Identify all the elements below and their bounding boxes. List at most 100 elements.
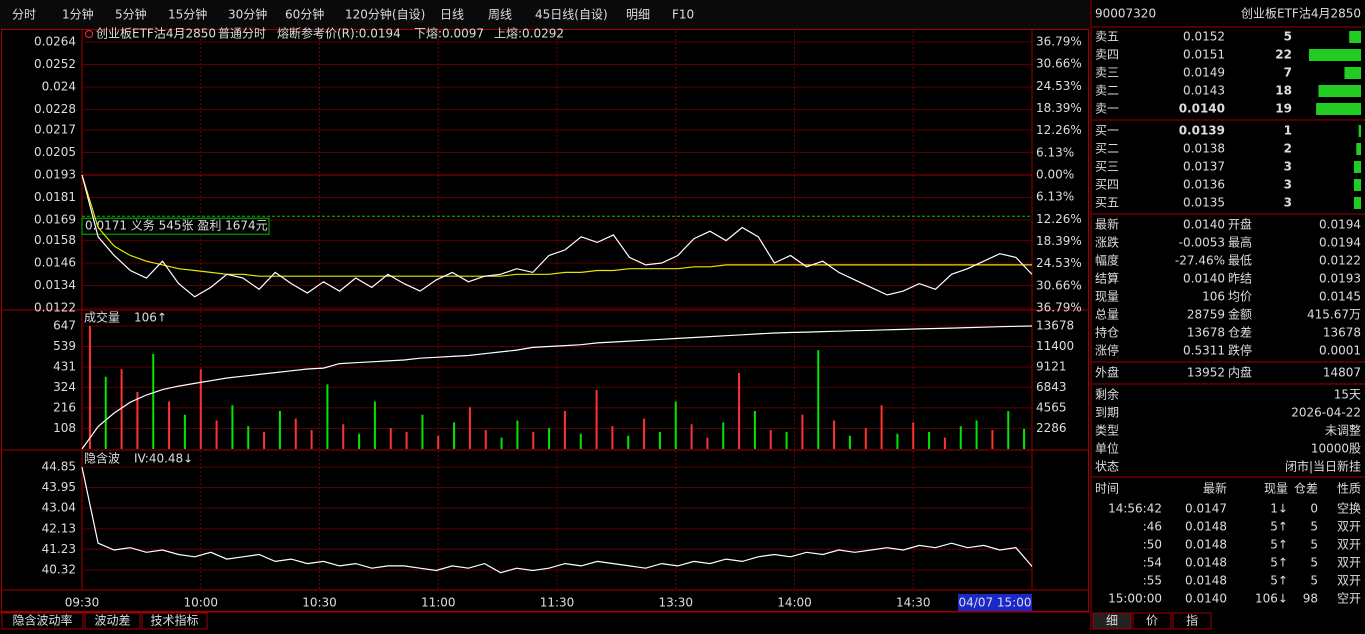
toolbar-tab[interactable]: 120分钟(自设) — [345, 7, 425, 22]
bottom-tab[interactable] — [1, 612, 84, 630]
stat-label: 均价 — [1228, 290, 1252, 304]
stat-label: 涨停 — [1095, 343, 1119, 358]
trade-header: 现量 — [1264, 482, 1288, 496]
toolbar-tab[interactable]: 周线 — [488, 8, 512, 22]
y-tick-label: 0.0146 — [34, 256, 76, 270]
ob-qty: 3 — [1284, 160, 1292, 174]
y-tick-label: 44.85 — [42, 460, 76, 474]
bottom-tab[interactable] — [141, 612, 208, 630]
y-tick-label: 108 — [53, 421, 76, 435]
trade-cell: 5↑ — [1270, 538, 1288, 552]
volume-bar — [896, 433, 899, 449]
ob-label: 卖五 — [1095, 30, 1119, 44]
ob-price: 0.0135 — [1183, 196, 1225, 210]
volume-bar — [136, 391, 139, 449]
y2-tick-label: 36.79% — [1036, 35, 1082, 49]
trade-cell: :55 — [1143, 574, 1162, 588]
trade-cell: 1↓ — [1270, 502, 1288, 516]
volume-bar — [532, 431, 535, 449]
toolbar-tab[interactable]: 分时 — [12, 8, 36, 22]
mode[interactable]: 普通分时 — [218, 27, 266, 41]
panel-tab[interactable] — [1172, 612, 1212, 630]
stat-value: -27.46% — [1175, 254, 1225, 268]
y2-tick-label: 24.53% — [1036, 79, 1082, 93]
trade-cell: 0.0148 — [1185, 574, 1227, 588]
annotation-box — [81, 217, 270, 235]
flow-label: 内盘 — [1228, 365, 1252, 380]
stat-value: 13678 — [1187, 326, 1225, 340]
ob-bar — [1318, 85, 1361, 97]
toolbar-tab[interactable]: 日线 — [440, 8, 464, 22]
info-label: 状态 — [1095, 460, 1119, 474]
panel-tab-label[interactable]: 价 — [1146, 614, 1158, 628]
y2-tick-label: 24.53% — [1036, 256, 1082, 270]
trade-cell: 5 — [1310, 538, 1318, 552]
trade-cell: 5 — [1310, 520, 1318, 534]
info-value: 未调整 — [1325, 423, 1361, 438]
trade-cell: 15:00:00 — [1108, 592, 1162, 606]
bottom-tab-label[interactable]: 技术指标 — [150, 613, 198, 628]
toolbar-tab[interactable]: 30分钟 — [228, 7, 267, 22]
y-tick-label: 43.95 — [42, 480, 76, 494]
trade-cell: 空开 — [1337, 592, 1361, 606]
info-value: 2026-04-22 — [1291, 406, 1361, 420]
volume-bar — [880, 405, 883, 449]
toolbar-tab[interactable]: 15分钟 — [168, 7, 207, 22]
volume-bar — [738, 372, 741, 449]
volume-bar — [848, 435, 851, 449]
trade-cell: 0.0147 — [1185, 502, 1227, 516]
y-tick-label: 40.32 — [42, 563, 76, 577]
volume-bar — [1023, 428, 1026, 449]
volume-bar — [421, 414, 424, 449]
panel-tab-label[interactable]: 指 — [1186, 613, 1198, 628]
y2-tick-label: 12.26% — [1036, 123, 1082, 137]
volume-bar — [294, 418, 297, 449]
y-tick-label: 0.0228 — [34, 102, 76, 116]
stat-label: 跌停 — [1228, 343, 1252, 358]
bottom-tab-label[interactable]: 波动差 — [94, 614, 130, 628]
iv-current: IV:40.48↓ — [134, 452, 193, 466]
iv-title: 隐含波 — [84, 451, 120, 466]
trade-cell: :54 — [1143, 556, 1162, 570]
panel-tab[interactable] — [1092, 612, 1132, 630]
y-tick-label: 0.0134 — [34, 278, 76, 292]
panel-tab-label[interactable]: 细 — [1106, 614, 1118, 628]
bottom-tab[interactable] — [84, 612, 141, 630]
y-tick-label: 0.0158 — [34, 233, 76, 247]
stat-label: 现量 — [1095, 290, 1119, 304]
y-tick-label: 0.0264 — [34, 35, 76, 49]
trade-cell: 5 — [1310, 574, 1318, 588]
panel-tab[interactable] — [1132, 612, 1172, 630]
trade-cell: 106↓ — [1255, 592, 1288, 606]
stat-label: 持仓 — [1095, 325, 1119, 340]
volume-title: 成交量 — [84, 310, 120, 325]
trade-header: 时间 — [1095, 482, 1119, 496]
stat-label: 幅度 — [1095, 253, 1119, 268]
toolbar-tab[interactable]: 5分钟 — [115, 7, 147, 22]
stat-label: 结算 — [1095, 271, 1119, 286]
y2-tick-label: 6.13% — [1036, 145, 1074, 159]
volume-bar — [595, 390, 598, 449]
bottom-tab-label[interactable]: 隐含波动率 — [12, 613, 72, 628]
trade-cell: 双开 — [1337, 538, 1361, 552]
volume-bar — [943, 437, 946, 449]
trade-header: 仓差 — [1294, 482, 1318, 496]
volume-bar — [247, 426, 250, 449]
y-tick-label: 324 — [53, 380, 76, 394]
ob-qty: 2 — [1284, 142, 1292, 156]
volume-bar — [358, 433, 361, 449]
toolbar-tab[interactable]: 明细 — [626, 8, 650, 22]
toolbar-tab[interactable]: F10 — [672, 8, 694, 22]
toolbar-tab[interactable]: 45日线(自设) — [535, 8, 608, 22]
info-label: 到期 — [1095, 406, 1119, 420]
ob-price: 0.0149 — [1183, 66, 1225, 80]
toolbar-bg — [0, 0, 1090, 29]
volume-bar — [516, 420, 519, 449]
stat-label: 最高 — [1228, 235, 1252, 250]
volume-bar — [785, 431, 788, 449]
ob-label: 卖三 — [1095, 66, 1119, 80]
ob-bar — [1356, 143, 1361, 155]
ob-price: 0.0138 — [1183, 142, 1225, 156]
toolbar-tab[interactable]: 1分钟 — [62, 7, 94, 22]
toolbar-tab[interactable]: 60分钟 — [285, 7, 324, 22]
